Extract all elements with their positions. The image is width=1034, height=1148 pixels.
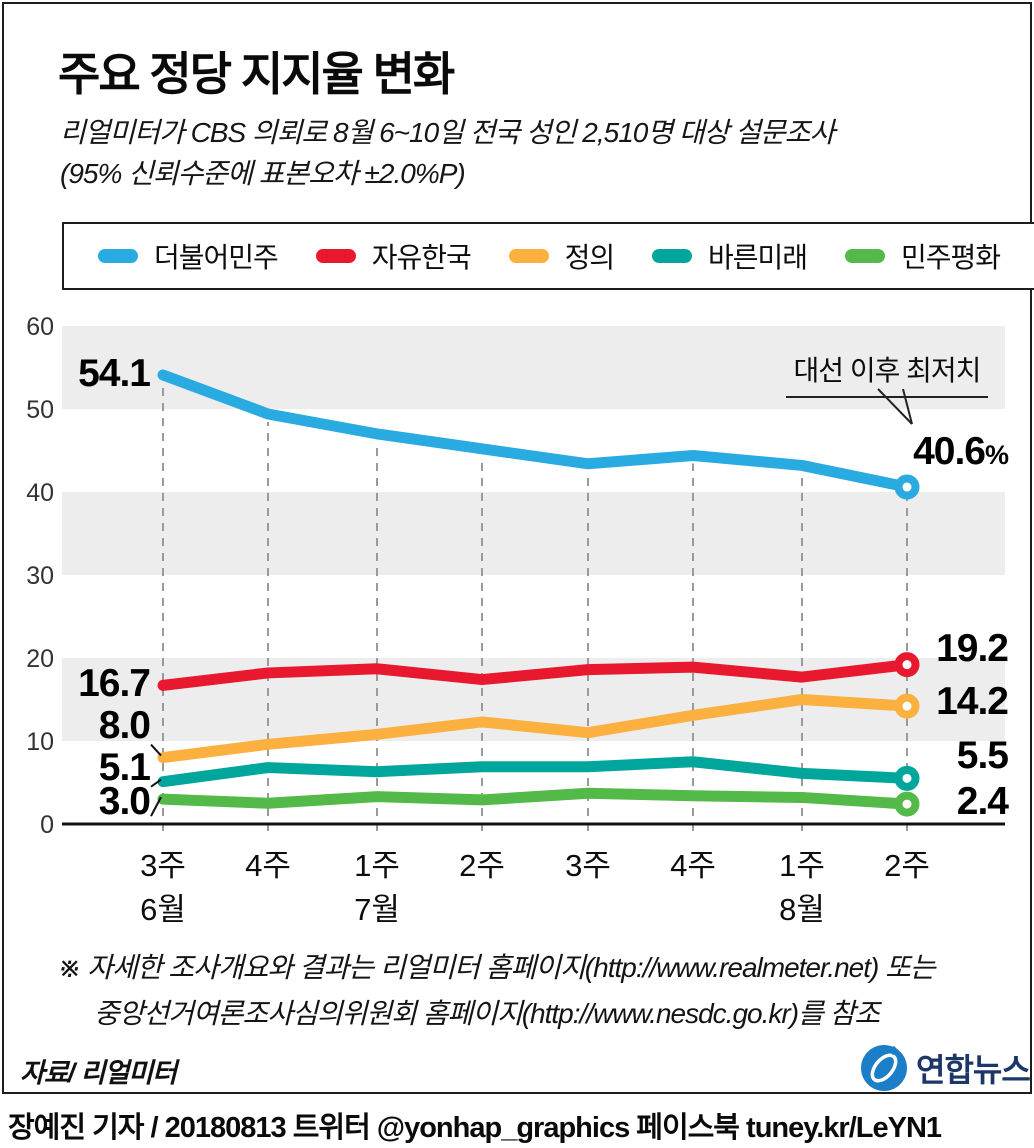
series-end-marker	[899, 479, 916, 496]
series-end-value: 19.2	[846, 627, 1008, 671]
news-graphic: 주요 정당 지지율 변화 리얼미터가 CBS 의뢰로 8월 6~10일 전국 성…	[0, 0, 1034, 1148]
y-axis-tick-label: 60	[0, 313, 54, 342]
yonhap-logo-icon	[860, 1044, 908, 1092]
x-axis-week-label: 2주	[862, 840, 952, 885]
y-axis-tick-label: 50	[0, 396, 54, 425]
series-end-value: 2.4	[846, 780, 1008, 824]
x-axis-month-label: 6월	[118, 884, 208, 929]
x-axis-month-label: 7월	[332, 884, 422, 929]
x-axis-week-label: 2주	[437, 840, 527, 885]
footnote-line2: 중앙선거여론조사심의위원회 홈페이지(http://www.nesdc.go.k…	[94, 992, 879, 1032]
series-line	[163, 793, 907, 804]
series-end-value: 40.6%	[846, 430, 1008, 474]
band	[62, 492, 1005, 575]
x-axis-week-label: 3주	[118, 840, 208, 885]
x-axis-week-label: 3주	[543, 840, 633, 885]
series-line	[163, 762, 907, 782]
label-leader-line	[151, 745, 161, 756]
x-axis-month-label: 8월	[757, 884, 847, 929]
x-axis-week-label: 4주	[223, 840, 313, 885]
series-start-value: 54.1	[0, 352, 150, 396]
x-axis-week-label: 4주	[648, 840, 738, 885]
yonhap-logo-text: 연합뉴스	[916, 1045, 1030, 1091]
source-credit: 자료/ 리얼미터	[20, 1051, 176, 1090]
byline-credit: 장예진 기자 / 20180813 트위터 @yonhap_graphics 페…	[8, 1104, 941, 1146]
series-end-value: 14.2	[846, 680, 1008, 724]
yonhap-logo: 연합뉴스	[860, 1044, 1030, 1092]
series-start-value: 8.0	[0, 704, 150, 748]
lowest-since-election-annotation: 대선 이후 최저치	[786, 349, 988, 398]
series-end-value: 5.5	[846, 734, 1008, 778]
y-axis-tick-label: 30	[0, 562, 54, 591]
x-axis-week-label: 1주	[757, 840, 847, 885]
label-leader-line	[151, 797, 161, 816]
y-axis-tick-label: 40	[0, 479, 54, 508]
percent-suffix: %	[985, 440, 1008, 470]
series-start-value: 3.0	[0, 780, 150, 824]
footnote-line1: ※ 자세한 조사개요와 결과는 리얼미터 홈페이지(http://www.rea…	[58, 946, 935, 986]
series-start-value: 16.7	[0, 662, 150, 706]
x-axis-week-label: 1주	[332, 840, 422, 885]
